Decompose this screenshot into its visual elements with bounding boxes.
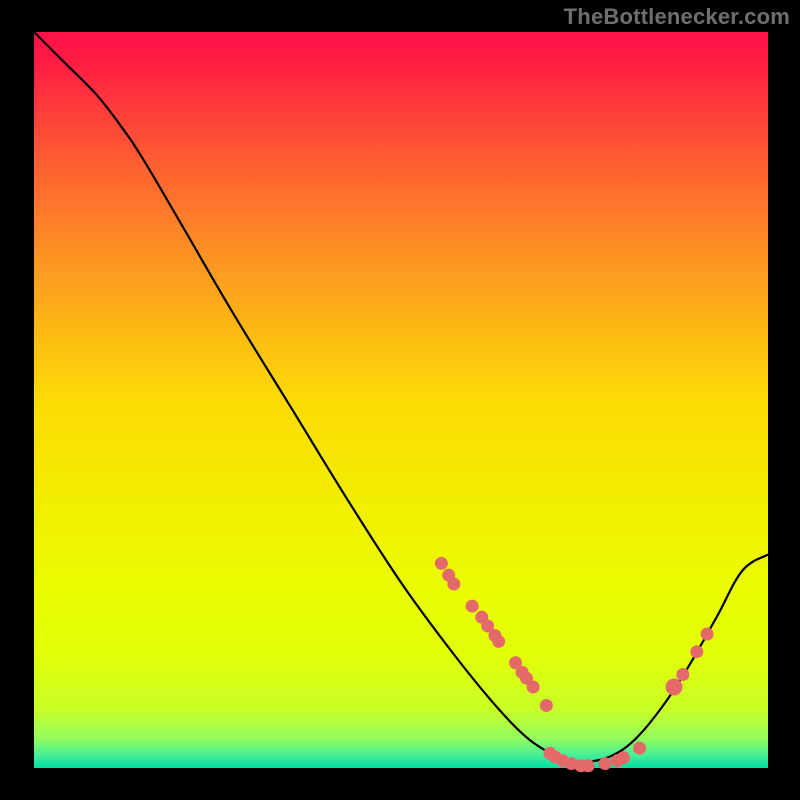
marker-dot	[492, 635, 505, 648]
marker-dot	[633, 742, 646, 755]
marker-dot	[540, 699, 553, 712]
marker-dot	[527, 681, 540, 694]
marker-dot	[617, 751, 630, 764]
marker-dot	[690, 645, 703, 658]
marker-dot	[466, 600, 479, 613]
curve-layer	[0, 0, 800, 800]
marker-dot	[676, 668, 689, 681]
marker-dot	[599, 757, 612, 770]
marker-dot	[435, 557, 448, 570]
marker-dot-large	[666, 679, 683, 696]
marker-dot	[701, 628, 714, 641]
chart-frame: TheBottlenecker.com	[0, 0, 800, 800]
marker-dot	[582, 759, 595, 772]
bottleneck-curve	[34, 32, 768, 762]
data-markers	[435, 557, 714, 772]
marker-dot	[447, 578, 460, 591]
